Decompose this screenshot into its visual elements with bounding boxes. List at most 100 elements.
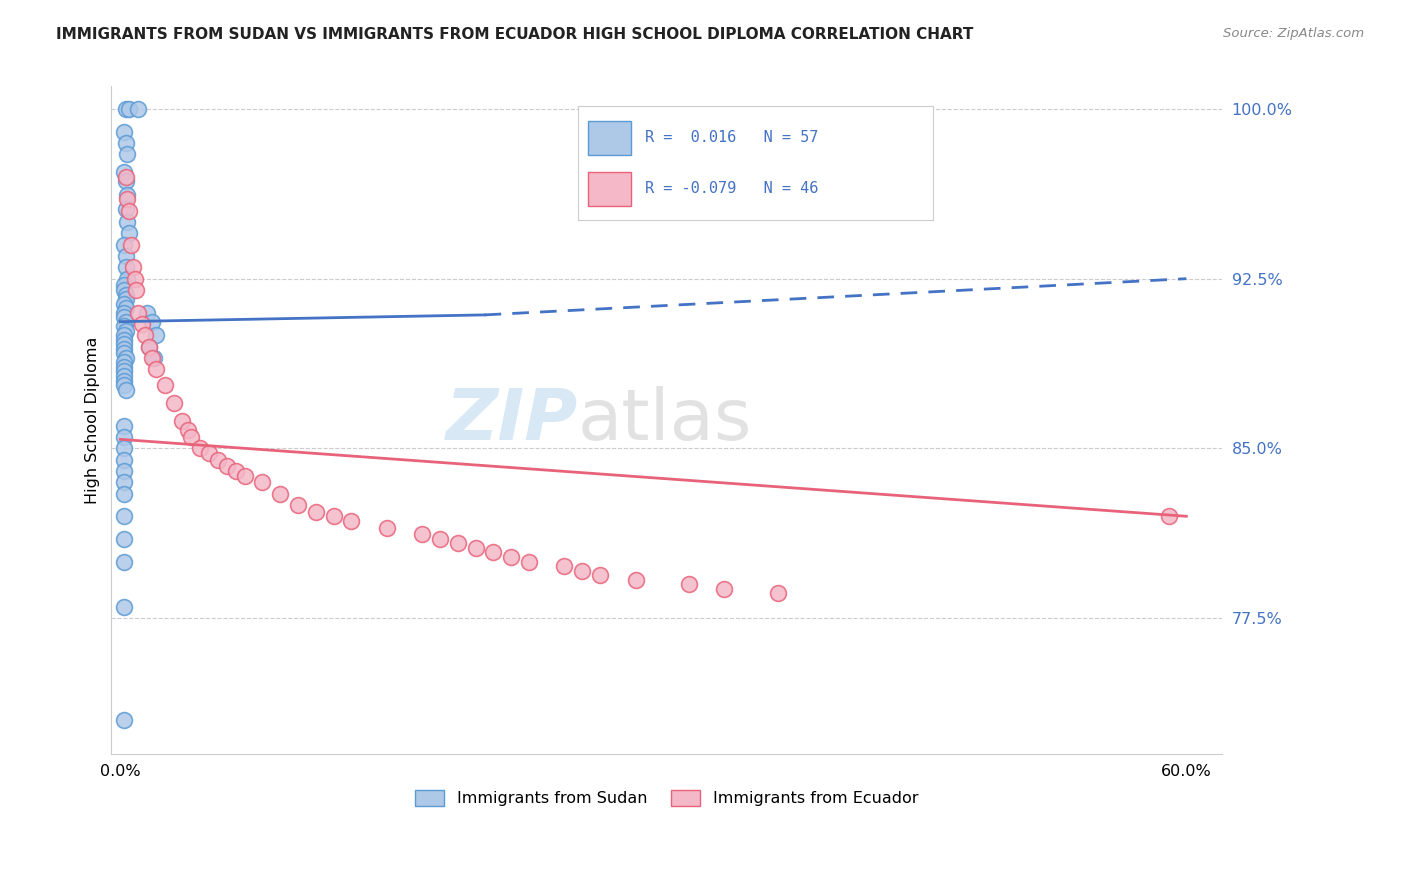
Point	[287, 498, 309, 512]
Point	[112, 418, 135, 433]
Point	[141, 315, 163, 329]
Legend: Immigrants from Sudan, Immigrants from Ecuador: Immigrants from Sudan, Immigrants from E…	[409, 783, 925, 813]
Point	[136, 305, 159, 319]
Point	[198, 446, 221, 460]
Point	[429, 532, 451, 546]
Point	[517, 555, 540, 569]
Point	[252, 475, 274, 490]
Point	[464, 541, 486, 555]
Point	[114, 102, 136, 116]
Point	[124, 271, 146, 285]
Point	[112, 364, 135, 378]
Point	[114, 315, 136, 329]
Point	[114, 202, 136, 216]
Point	[127, 102, 149, 116]
Point	[112, 374, 135, 388]
Point	[177, 423, 200, 437]
Point	[114, 287, 136, 301]
Point	[112, 359, 135, 374]
Point	[589, 568, 612, 582]
Point	[112, 125, 135, 139]
Point	[114, 174, 136, 188]
Point	[112, 165, 135, 179]
Point	[215, 459, 238, 474]
Point	[117, 215, 139, 229]
Point	[114, 260, 136, 275]
Point	[145, 328, 167, 343]
Point	[145, 362, 167, 376]
Point	[112, 333, 135, 347]
Point	[112, 346, 135, 360]
Point	[112, 378, 135, 392]
Point	[112, 713, 135, 727]
Point	[112, 486, 135, 500]
Point	[138, 340, 160, 354]
Point	[233, 468, 256, 483]
Point	[114, 383, 136, 397]
Point	[138, 340, 160, 354]
Point	[571, 564, 593, 578]
Point	[340, 514, 363, 528]
Point	[117, 188, 139, 202]
Point	[112, 442, 135, 456]
Point	[117, 193, 139, 207]
Point	[112, 509, 135, 524]
Point	[134, 328, 156, 343]
Point	[114, 301, 136, 315]
Text: atlas: atlas	[578, 385, 752, 455]
Point	[141, 351, 163, 365]
Point	[118, 102, 141, 116]
Point	[112, 532, 135, 546]
Point	[112, 369, 135, 384]
Point	[112, 296, 135, 310]
Point	[225, 464, 247, 478]
Point	[411, 527, 433, 541]
Point	[118, 227, 141, 241]
Point	[713, 582, 735, 596]
Point	[553, 559, 575, 574]
Point	[112, 475, 135, 490]
Point	[112, 283, 135, 297]
Point	[112, 355, 135, 369]
Point	[322, 509, 344, 524]
Text: ZIP: ZIP	[446, 385, 578, 455]
Point	[172, 414, 194, 428]
Point	[114, 351, 136, 365]
Point	[180, 430, 202, 444]
Point	[121, 260, 143, 275]
Point	[112, 599, 135, 614]
Point	[375, 520, 398, 534]
Point	[153, 378, 176, 392]
Point	[114, 169, 136, 184]
Point	[766, 586, 789, 600]
Point	[482, 545, 505, 559]
Point	[501, 549, 523, 564]
Point	[162, 396, 184, 410]
Point	[117, 271, 139, 285]
Point	[114, 136, 136, 150]
Point	[112, 342, 135, 356]
Point	[125, 283, 148, 297]
Point	[269, 486, 291, 500]
Text: IMMIGRANTS FROM SUDAN VS IMMIGRANTS FROM ECUADOR HIGH SCHOOL DIPLOMA CORRELATION: IMMIGRANTS FROM SUDAN VS IMMIGRANTS FROM…	[56, 27, 973, 42]
Point	[114, 324, 136, 338]
Point	[114, 249, 136, 263]
Point	[447, 536, 470, 550]
Y-axis label: High School Diploma: High School Diploma	[86, 336, 100, 504]
Point	[114, 292, 136, 306]
Point	[112, 319, 135, 334]
Point	[112, 430, 135, 444]
Point	[112, 337, 135, 351]
Point	[624, 573, 647, 587]
Point	[112, 305, 135, 319]
Point	[112, 237, 135, 252]
Point	[120, 237, 142, 252]
Point	[1157, 509, 1180, 524]
Point	[207, 452, 229, 467]
Point	[117, 147, 139, 161]
Point	[112, 452, 135, 467]
Point	[112, 464, 135, 478]
Point	[112, 328, 135, 343]
Point	[188, 442, 211, 456]
Point	[305, 505, 328, 519]
